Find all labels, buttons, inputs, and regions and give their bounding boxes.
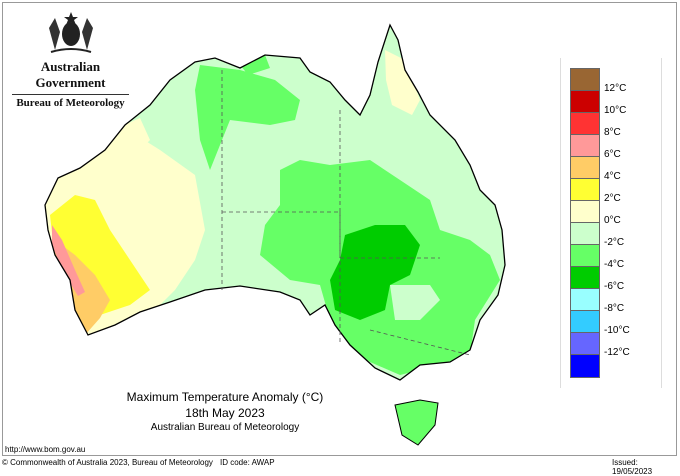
government-logo: Australian Government Bureau of Meteorol… <box>8 10 133 109</box>
legend-label: 12°C <box>604 83 627 94</box>
bureau-name: Bureau of Meteorology <box>16 97 125 109</box>
legend-swatch <box>571 201 599 223</box>
legend-label: -10°C <box>604 325 630 336</box>
legend-swatch <box>571 69 599 91</box>
legend-swatch <box>571 311 599 333</box>
coat-of-arms-icon <box>48 12 93 53</box>
legend-label: -8°C <box>604 303 625 314</box>
map-source: Australian Bureau of Meteorology <box>150 422 300 433</box>
legend-swatch <box>571 113 599 135</box>
legend-label: 4°C <box>604 171 621 182</box>
colour-scale <box>570 68 600 378</box>
legend-swatch <box>571 157 599 179</box>
issued-date: Issued: 19/05/2023 <box>612 458 653 476</box>
legend-label: -2°C <box>604 237 625 248</box>
legend-swatch <box>571 223 599 245</box>
anomaly-minus6-minus4 <box>330 225 420 320</box>
legend-label: -6°C <box>604 281 625 292</box>
legend-label: 6°C <box>604 149 621 160</box>
australia-anomaly-map <box>44 24 506 446</box>
tasmania <box>394 399 439 446</box>
legend-swatch <box>571 267 599 289</box>
state-borders <box>221 70 471 356</box>
government-name: Australian Government <box>35 59 106 90</box>
legend-swatch <box>571 179 599 201</box>
map-title: Maximum Temperature Anomaly (°C) <box>126 390 324 404</box>
legend-label: 8°C <box>604 127 621 138</box>
anomaly-minus4-minus2-north <box>195 65 300 170</box>
anomaly-0-2-capeyork <box>385 50 420 115</box>
copyright: © Commonwealth of Australia 2023, Bureau… <box>2 458 213 467</box>
legend-swatch <box>571 355 599 377</box>
legend-swatch <box>571 91 599 113</box>
legend-frame <box>560 58 662 388</box>
legend-label: 0°C <box>604 215 621 226</box>
legend-label: -12°C <box>604 347 630 358</box>
map-date: 18th May 2023 <box>185 406 265 420</box>
website-link[interactable]: http://www.bom.gov.au <box>5 445 86 454</box>
anomaly-6-8 <box>52 225 85 296</box>
legend-label: -4°C <box>604 259 625 270</box>
legend-swatch <box>571 289 599 311</box>
legend-swatch <box>571 333 599 355</box>
legend-swatch <box>571 135 599 157</box>
id-code: ID code: AWAP <box>220 458 275 467</box>
legend-swatch <box>571 245 599 267</box>
legend-label: 2°C <box>604 193 621 204</box>
legend-label: 10°C <box>604 105 627 116</box>
anomaly-minus2-0-nsw <box>390 285 440 320</box>
map-frame <box>2 2 677 456</box>
